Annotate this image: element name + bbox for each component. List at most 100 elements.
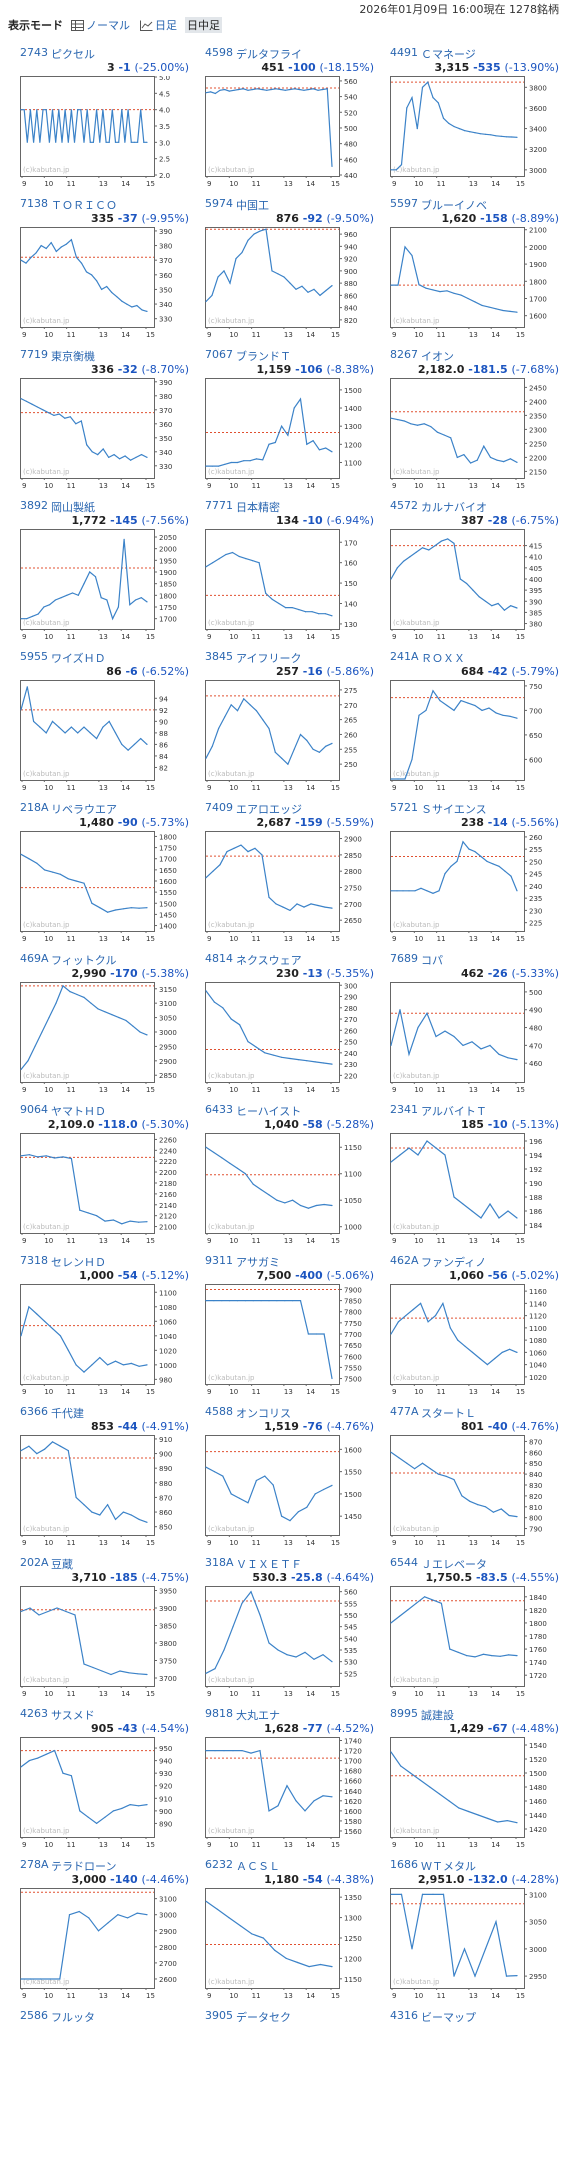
stock-name-link[interactable]: 誠建設 xyxy=(421,1709,454,1722)
stock-name-link[interactable]: コパ xyxy=(421,954,443,967)
stock-name-link[interactable]: アルバイトＴ xyxy=(421,1105,487,1118)
stock-code-link[interactable]: 7138 xyxy=(20,197,48,210)
price-point xyxy=(80,420,82,422)
stock-code-link[interactable]: 2743 xyxy=(20,46,48,59)
stock-name-link[interactable]: リベラウエア xyxy=(51,803,117,816)
stock-name-link[interactable]: Ｓサイエンス xyxy=(421,803,487,816)
stock-code-link[interactable]: 7771 xyxy=(205,499,233,512)
stock-code-link[interactable]: 318A xyxy=(205,1556,234,1569)
stock-name-link[interactable]: 千代建 xyxy=(51,1407,84,1420)
stock-name-link[interactable]: 東京衡機 xyxy=(51,350,95,363)
plot-frame xyxy=(20,1737,155,1838)
stock-code-link[interactable]: 2341 xyxy=(390,1103,418,1116)
stock-name-link[interactable]: 日本精密 xyxy=(236,501,280,514)
stock-name-link[interactable]: Ｊエレベータ xyxy=(421,1558,487,1571)
mode-normal-button[interactable]: ノーマル xyxy=(69,17,132,33)
stock-name-link[interactable]: ピクセル xyxy=(51,48,95,61)
stock-code-link[interactable]: 2586 xyxy=(20,2009,48,2022)
stock-code-link[interactable]: 8267 xyxy=(390,348,418,361)
stock-name-link[interactable]: ＴＯＲＩＣＯ xyxy=(51,199,117,212)
stock-name-link[interactable]: ヤマトＨＤ xyxy=(51,1105,106,1118)
stock-name-link[interactable]: エアロエッジ xyxy=(236,803,302,816)
stock-name-link[interactable]: ＲＯＸＸ xyxy=(421,652,465,665)
stock-code-link[interactable]: 4814 xyxy=(205,952,233,965)
stock-name-link[interactable]: ＶＩＸＥＴＦ xyxy=(236,1558,302,1571)
stock-code-link[interactable]: 6232 xyxy=(205,1858,233,1871)
mode-intraday-button[interactable]: 日中足 xyxy=(185,17,222,33)
stock-name-link[interactable]: カルナバイオ xyxy=(421,501,487,514)
price-point xyxy=(406,107,408,109)
y-tick-label: 3800 xyxy=(529,84,547,92)
stock-name-link[interactable]: Ｃマネージ xyxy=(421,48,476,61)
y-tick-label: 250 xyxy=(344,1039,357,1047)
stock-name-link[interactable]: ＷＴメタル xyxy=(421,1860,476,1873)
stock-name-link[interactable]: 中国工 xyxy=(236,199,269,212)
current-price: 1,628 xyxy=(264,1722,303,1735)
stock-code-link[interactable]: 241A xyxy=(390,650,419,663)
price-point xyxy=(48,141,50,143)
stock-name-link[interactable]: 岡山製紙 xyxy=(51,501,95,514)
stock-name-link[interactable]: ビーマップ xyxy=(421,2011,476,2024)
stock-code-link[interactable]: 278A xyxy=(20,1858,49,1871)
stock-name-link[interactable]: ブランドＴ xyxy=(236,350,291,363)
stock-code-link[interactable]: 5974 xyxy=(205,197,233,210)
y-tick-label: 850 xyxy=(159,1524,172,1532)
stock-name-link[interactable]: フィットクル xyxy=(51,954,117,967)
x-tick-label: 10 xyxy=(44,482,53,490)
stock-code-link[interactable]: 9064 xyxy=(20,1103,48,1116)
stock-name-link[interactable]: ファンディノ xyxy=(421,1256,487,1269)
stock-code-link[interactable]: 6544 xyxy=(390,1556,418,1569)
stock-name-link[interactable]: ネクスウェア xyxy=(236,954,302,967)
stock-code-link[interactable]: 8995 xyxy=(390,1707,418,1720)
stock-name-link[interactable]: セレンＨＤ xyxy=(51,1256,106,1269)
stock-code-link[interactable]: 462A xyxy=(390,1254,419,1267)
stock-name-link[interactable]: ＡＣＳＬ xyxy=(236,1860,280,1873)
stock-code-link[interactable]: 7067 xyxy=(205,348,233,361)
stock-code-link[interactable]: 3892 xyxy=(20,499,48,512)
stock-code-link[interactable]: 4572 xyxy=(390,499,418,512)
stock-code-link[interactable]: 6433 xyxy=(205,1103,233,1116)
mode-daily-button[interactable]: 日足 xyxy=(138,17,179,33)
stock-name-link[interactable]: フルッタ xyxy=(51,2011,95,2024)
stock-code-link[interactable]: 218A xyxy=(20,801,49,814)
stock-code-link[interactable]: 5721 xyxy=(390,801,418,814)
stock-name-link[interactable]: ワイズＨＤ xyxy=(51,652,106,665)
stock-code-link[interactable]: 9818 xyxy=(205,1707,233,1720)
stock-code-link[interactable]: 5597 xyxy=(390,197,418,210)
stock-code-link[interactable]: 7409 xyxy=(205,801,233,814)
stock-name-link[interactable]: アサガミ xyxy=(236,1256,280,1269)
x-tick-label: 14 xyxy=(306,1539,315,1547)
stock-code-link[interactable]: 477A xyxy=(390,1405,419,1418)
stock-name-link[interactable]: 大丸エナ xyxy=(236,1709,280,1722)
stock-code-link[interactable]: 6366 xyxy=(20,1405,48,1418)
stock-code-link[interactable]: 4588 xyxy=(205,1405,233,1418)
stock-code-link[interactable]: 3905 xyxy=(205,2009,233,2022)
stock-name-link[interactable]: ブルーイノベ xyxy=(421,199,487,212)
stock-code-link[interactable]: 5955 xyxy=(20,650,48,663)
stock-name-link[interactable]: スタートＬ xyxy=(421,1407,476,1420)
stock-name-link[interactable]: オンコリス xyxy=(236,1407,291,1420)
stock-code-link[interactable]: 4491 xyxy=(390,46,418,59)
stock-code-link[interactable]: 7318 xyxy=(20,1254,48,1267)
stock-name-link[interactable]: データセク xyxy=(236,2011,291,2024)
stock-code-link[interactable]: 469A xyxy=(20,952,49,965)
stock-name-link[interactable]: サスメド xyxy=(51,1709,95,1722)
stock-code-link[interactable]: 3845 xyxy=(205,650,233,663)
stock-code-link[interactable]: 4598 xyxy=(205,46,233,59)
watermark: (c)kabutan.jp xyxy=(208,166,255,174)
stock-code-link[interactable]: 7689 xyxy=(390,952,418,965)
stock-name-link[interactable]: ヒーハイスト xyxy=(236,1105,302,1118)
stock-code-link[interactable]: 1686 xyxy=(390,1858,418,1871)
stock-code-link[interactable]: 7719 xyxy=(20,348,48,361)
stock-code-link[interactable]: 4263 xyxy=(20,1707,48,1720)
stock-name-link[interactable]: イオン xyxy=(421,350,454,363)
stock-name-link[interactable]: デルタフライ xyxy=(236,48,302,61)
stock-code-link[interactable]: 202A xyxy=(20,1556,49,1569)
price-point xyxy=(77,594,79,596)
stock-name-link[interactable]: アイフリーク xyxy=(236,652,302,665)
stock-code-link[interactable]: 4316 xyxy=(390,2009,418,2022)
stock-name-link[interactable]: 豆蔵 xyxy=(51,1558,73,1571)
stock-name-link[interactable]: テラドローン xyxy=(51,1860,117,1873)
stock-code-link[interactable]: 9311 xyxy=(205,1254,233,1267)
